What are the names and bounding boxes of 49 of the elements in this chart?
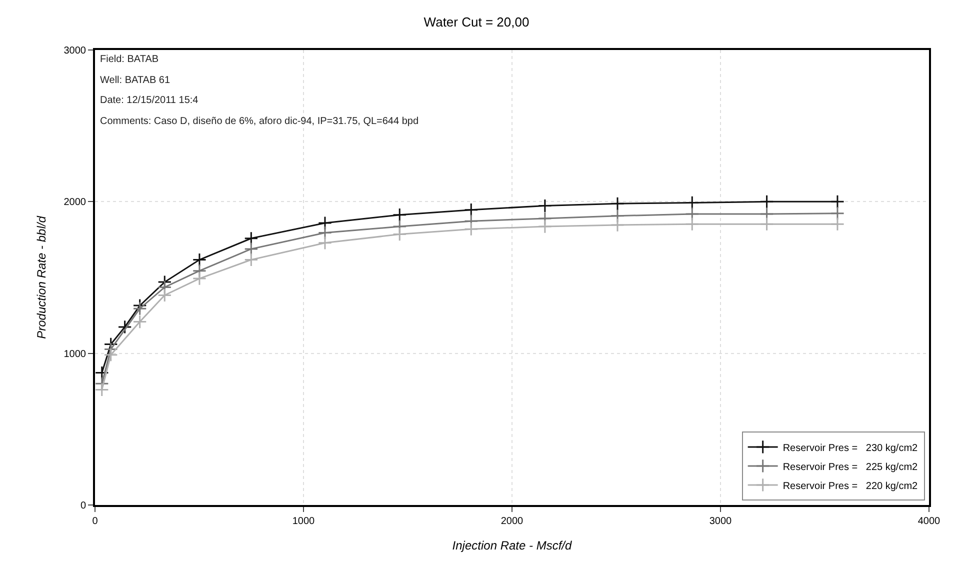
annotation: Well: BATAB 61 bbox=[100, 75, 170, 86]
point bbox=[610, 196, 625, 211]
legend-label: Reservoir Pres = 220 kg/cm2 bbox=[782, 480, 918, 492]
point bbox=[538, 198, 552, 213]
y-tick-label: 3000 bbox=[64, 46, 86, 56]
point bbox=[685, 196, 700, 210]
x-axis-title: Injection Rate - Mscf/d bbox=[452, 538, 572, 552]
point bbox=[685, 217, 700, 232]
point bbox=[538, 219, 552, 234]
point bbox=[132, 302, 147, 316]
legend-label: Reservoir Pres = 230 kg/cm2 bbox=[782, 442, 918, 454]
point bbox=[95, 382, 109, 397]
x-tick-label: 1000 bbox=[292, 516, 316, 527]
annotation: Comments: Caso D, diseño de 6%, aforo dic-94, IP=31.75, QL=644 bpd bbox=[100, 116, 419, 127]
y-tick-label: 0 bbox=[80, 500, 86, 512]
point bbox=[464, 202, 478, 217]
chart-title: Water Cut = 20,00 bbox=[424, 14, 530, 30]
point bbox=[392, 208, 407, 222]
point bbox=[760, 206, 774, 221]
point bbox=[760, 217, 774, 232]
point bbox=[830, 206, 845, 220]
annotation: Date: 12/15/2011 15:4 bbox=[100, 95, 199, 106]
point bbox=[318, 236, 332, 250]
x-tick-label: 3000 bbox=[709, 516, 732, 527]
point bbox=[830, 217, 845, 232]
point bbox=[830, 194, 845, 209]
point bbox=[760, 194, 774, 209]
point bbox=[610, 218, 625, 232]
point bbox=[244, 231, 258, 246]
point bbox=[392, 227, 407, 242]
point bbox=[104, 348, 118, 362]
point bbox=[158, 288, 172, 302]
x-tick-label: 4000 bbox=[918, 516, 941, 527]
x-tick-label: 2000 bbox=[500, 516, 524, 527]
point bbox=[95, 366, 109, 380]
x-tick-label: 0 bbox=[92, 516, 98, 527]
point bbox=[244, 252, 258, 267]
point bbox=[464, 222, 478, 236]
y-tick-label: 1000 bbox=[64, 348, 86, 360]
point bbox=[118, 320, 132, 334]
point bbox=[192, 272, 207, 286]
point bbox=[192, 252, 207, 267]
y-tick-label: 2000 bbox=[64, 197, 86, 208]
annotation: Field: BATAB bbox=[100, 54, 159, 65]
point bbox=[685, 206, 700, 221]
point bbox=[132, 314, 147, 329]
y-axis-title: Production Rate - bbl/d bbox=[34, 216, 49, 339]
legend-label: Reservoir Pres = 225 kg/cm2 bbox=[782, 462, 918, 473]
point bbox=[244, 242, 258, 256]
